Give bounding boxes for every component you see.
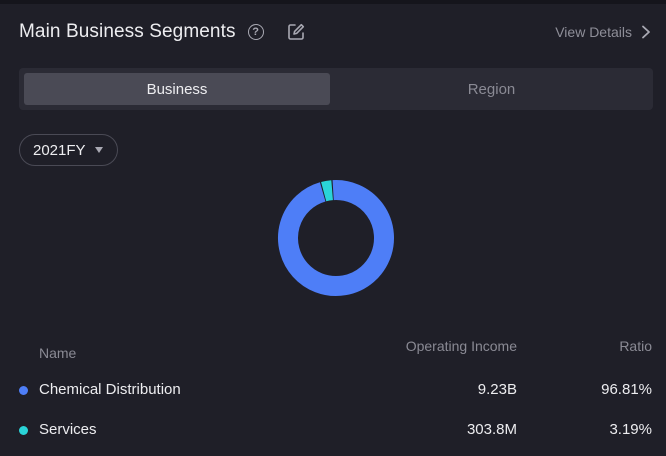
segment-ratio: 96.81% <box>601 381 652 398</box>
segment-income: 303.8M <box>466 421 517 438</box>
help-icon[interactable]: ? <box>247 24 264 40</box>
legend-dot <box>19 386 28 395</box>
segment-ratio: 3.19% <box>609 421 652 438</box>
donut-slice-services <box>321 180 334 202</box>
legend-dot <box>19 426 28 435</box>
donut-slice-chemical-distribution <box>278 180 394 296</box>
segment-name: Chemical Distribution <box>39 381 181 398</box>
chevron-right-icon <box>642 25 650 39</box>
table-row[interactable]: Services 303.8M 3.19% <box>0 419 666 441</box>
segment-income: 9.23B <box>477 381 517 398</box>
fiscal-year-value: 2021FY <box>33 141 86 159</box>
edit-icon[interactable] <box>286 22 306 42</box>
column-header-ratio: Ratio <box>619 338 652 354</box>
column-header-name: Name <box>39 345 77 361</box>
view-details-label: View Details <box>555 24 632 40</box>
top-divider <box>0 0 666 4</box>
segment-donut-chart <box>278 180 394 296</box>
fiscal-year-select[interactable]: 2021FY <box>19 134 118 166</box>
caret-down-icon <box>94 147 103 153</box>
section-header: Main Business Segments ? View Details <box>19 18 652 46</box>
tab-region[interactable]: Region <box>467 80 516 98</box>
table-row[interactable]: Chemical Distribution 9.23B 96.81% <box>0 379 666 401</box>
segment-tabs: Business Region <box>19 68 653 110</box>
view-details-link[interactable]: View Details <box>555 24 652 40</box>
segment-name: Services <box>39 421 97 438</box>
tab-business[interactable]: Business <box>24 73 330 105</box>
section-title: Main Business Segments <box>19 21 236 42</box>
column-header-operating-income: Operating Income <box>405 338 517 354</box>
